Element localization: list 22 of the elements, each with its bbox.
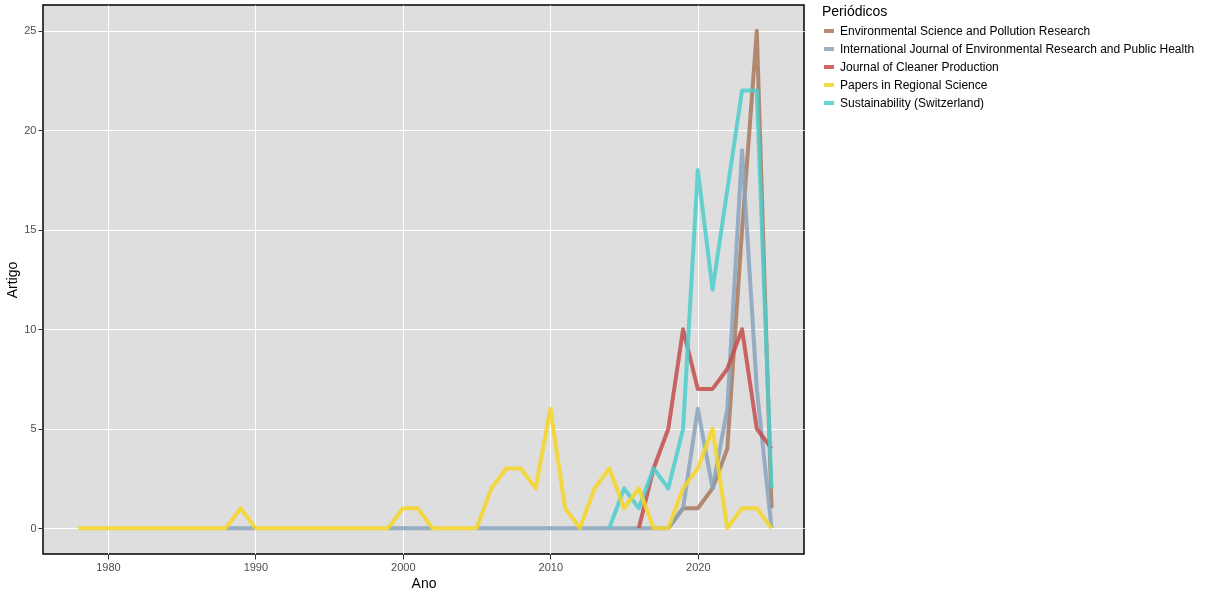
legend-label: Environmental Science and Pollution Research [840,24,1091,38]
legend-title: Periódicos [822,3,888,19]
x-tick-label: 2020 [686,560,711,573]
y-tick-label: 20 [24,123,37,136]
x-tick-label: 1980 [96,560,121,573]
line-series [607,88,774,531]
y-tick-label: 10 [24,322,37,335]
line-series [636,327,774,531]
y-tick-label: 15 [24,223,37,236]
x-axis-title: Ano [411,574,437,591]
y-tick-label: 0 [30,521,37,534]
x-tick-label: 2010 [538,560,564,573]
x-tick-label: 2000 [391,560,416,573]
y-axis-title: Artigo [4,261,21,299]
legend-label: Journal of Cleaner Production [840,60,999,74]
line-series [76,406,774,531]
y-tick-label: 5 [30,422,37,435]
legend-label: Papers in Regional Science [840,78,988,92]
y-tick-label: 25 [24,24,37,37]
legend-label: Sustainability (Switzerland) [840,96,985,110]
legend-label: International Journal of Environmental Research and Public Health [840,42,1195,56]
x-tick-label: 1990 [243,560,269,573]
